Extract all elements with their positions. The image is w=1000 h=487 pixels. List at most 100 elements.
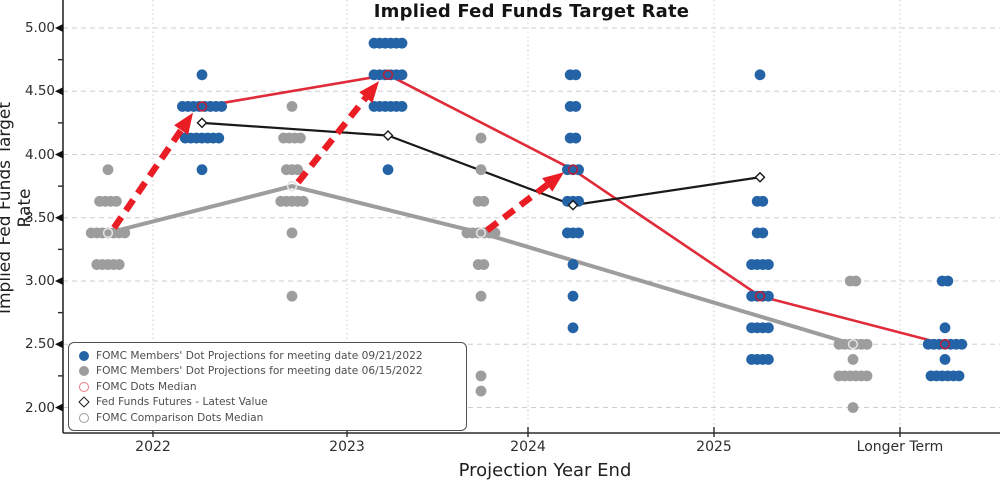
projection-dot (478, 259, 490, 270)
projection-dot (286, 290, 298, 302)
projection-dot (478, 195, 490, 207)
legend-item-label: FOMC Members' Dot Projections for meetin… (96, 365, 423, 378)
projection-dot (295, 132, 306, 144)
median-ring-marker (382, 69, 394, 81)
projection-dot (763, 354, 774, 365)
projection-dot (570, 69, 582, 81)
transition-arrow-shaft (111, 128, 184, 230)
projection-dot (757, 227, 769, 239)
futures-diamond-marker (567, 199, 579, 211)
projection-dot (570, 132, 582, 144)
median-ring-marker (102, 227, 114, 239)
projection-dot (567, 290, 579, 302)
median-ring-marker (196, 101, 208, 112)
projection-dot (196, 69, 208, 81)
projection-dot (763, 290, 774, 302)
projection-dot (475, 290, 487, 302)
y-major-tick (55, 340, 63, 349)
projection-dot (111, 195, 122, 207)
projection-dot (102, 164, 114, 176)
transition-arrow-head (359, 81, 379, 103)
projection-dot (382, 164, 394, 176)
x-tick-label: 2022 (135, 439, 171, 455)
y-tick-label: 2.00 (24, 399, 55, 416)
legend-item-label: FOMC Dots Median (96, 380, 197, 393)
red-open-legend-marker-icon (78, 381, 90, 393)
chart-title: Implied Fed Funds Target Rate (373, 1, 690, 22)
y-major-tick (55, 24, 63, 32)
y-tick-label: 4.00 (24, 146, 55, 163)
legend-item: FOMC Members' Dot Projections for meetin… (78, 364, 458, 380)
transition-arrow-head (174, 112, 193, 135)
projection-dot (396, 37, 408, 49)
legend-item-label: FOMC Comparison Dots Median (96, 411, 264, 424)
projection-dot (475, 370, 487, 382)
projection-dot (567, 259, 579, 270)
projection-dot (939, 322, 951, 334)
median-ring-marker (847, 339, 859, 350)
x-tick-label: Longer Term (856, 439, 944, 455)
futures-diamond-marker (754, 171, 766, 183)
legend-item-label: FOMC Members' Dot Projections for meetin… (96, 349, 423, 362)
projection-dot (396, 101, 408, 112)
projection-dot (754, 69, 766, 81)
projection-dot (396, 69, 408, 81)
y-axis-label: Implied Fed Funds Target Rate (0, 102, 35, 315)
projection-dot (196, 164, 208, 176)
y-major-tick (55, 87, 63, 96)
futures-diamond-marker (196, 117, 208, 129)
median-ring-marker (286, 180, 298, 192)
y-major-tick (55, 213, 63, 222)
x-axis-label: Projection Year End (458, 460, 632, 481)
y-tick-label: 3.50 (24, 209, 55, 226)
projection-dot (567, 322, 579, 334)
legend-item: FOMC Members' Dot Projections for meetin… (78, 348, 458, 364)
projection-dot (475, 164, 487, 176)
blue-dot-legend-marker-icon (78, 350, 90, 362)
median-ring-marker (567, 164, 579, 175)
transition-arrow-head (542, 172, 564, 192)
median-ring-marker (754, 290, 766, 302)
projection-dot (847, 402, 859, 413)
legend-item-label: Fed Funds Futures - Latest Value (96, 396, 268, 409)
projection-dot (850, 275, 862, 287)
projection-dot (847, 354, 859, 365)
projection-dot (763, 322, 774, 334)
projection-dot (297, 195, 309, 207)
projection-dot (942, 275, 954, 287)
median-ring-marker (939, 339, 951, 350)
projection-dot (573, 227, 584, 239)
projection-dot (113, 259, 125, 270)
x-tick-label: 2023 (329, 439, 365, 455)
projection-dot (213, 132, 225, 144)
projection-dot (570, 101, 582, 112)
projection-dot (119, 227, 131, 239)
legend-item: Fed Funds Futures - Latest Value (78, 395, 458, 411)
comparison-median-line (107, 184, 854, 347)
projection-dot (861, 370, 873, 382)
projection-dot (956, 338, 968, 350)
projection-dot (861, 338, 873, 350)
gray-dot-legend-marker-icon (78, 365, 90, 377)
y-major-tick (55, 277, 63, 285)
legend-item: FOMC Dots Median (78, 379, 458, 395)
projection-dot (216, 101, 228, 112)
x-tick-label: 2025 (696, 439, 732, 455)
transition-arrow-shaft (295, 95, 369, 185)
y-tick-label: 2.50 (24, 336, 55, 353)
diamond-legend-marker-icon (78, 396, 90, 408)
projection-dot (292, 164, 303, 176)
futures-diamond-marker (382, 130, 394, 142)
y-tick-label: 5.00 (24, 20, 55, 36)
median-ring-marker (475, 227, 487, 239)
transition-arrow-shaft (485, 182, 550, 233)
y-tick-label: 3.00 (24, 273, 55, 289)
y-major-tick (55, 403, 63, 412)
y-tick-label: 4.50 (24, 83, 55, 100)
projection-dot (286, 101, 298, 112)
y-major-tick (55, 150, 63, 159)
projection-dot (475, 132, 487, 144)
legend: FOMC Members' Dot Projections for meetin… (68, 342, 467, 431)
